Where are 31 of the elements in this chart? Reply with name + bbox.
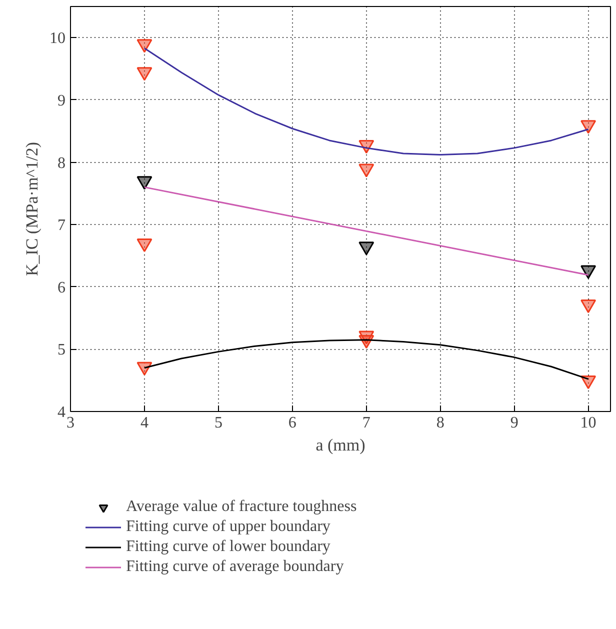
point: [580, 120, 596, 134]
x-axis-title: a (mm): [316, 436, 366, 454]
x-tick-label: 9: [510, 414, 518, 432]
x-tick-label: 3: [66, 414, 74, 432]
y-tick-label: 8: [58, 154, 66, 172]
legend-label: Fitting curve of average boundary: [126, 557, 344, 577]
legend-label: Fitting curve of upper boundary: [126, 517, 330, 537]
point: [358, 242, 374, 256]
legend-label: Average value of fracture toughness: [126, 497, 357, 517]
y-tick-label: 7: [58, 217, 66, 234]
point: [580, 265, 596, 279]
y-tick-label: 6: [58, 279, 66, 296]
y-tick-label: 4: [58, 404, 66, 421]
x-tick-label: 10: [580, 414, 596, 432]
point: [358, 164, 374, 178]
y-axis-title: K_IC (MPa·m^1/2): [22, 142, 42, 276]
point: [136, 176, 152, 190]
point: [580, 300, 596, 314]
x-tick-label: 7: [362, 414, 370, 432]
point: [136, 39, 152, 53]
x-tick-label: 8: [436, 414, 444, 432]
y-tick-label: 10: [50, 30, 66, 48]
legend-label: Fitting curve of lower boundary: [126, 537, 330, 557]
x-tick-label: 4: [140, 414, 148, 432]
y-tick-label: 5: [58, 342, 66, 359]
point: [136, 362, 152, 376]
x-tick-label: 6: [288, 414, 296, 432]
x-tick-label: 5: [214, 414, 222, 432]
point: [136, 238, 152, 252]
point: [136, 67, 152, 81]
y-tick-label: 9: [58, 92, 66, 110]
